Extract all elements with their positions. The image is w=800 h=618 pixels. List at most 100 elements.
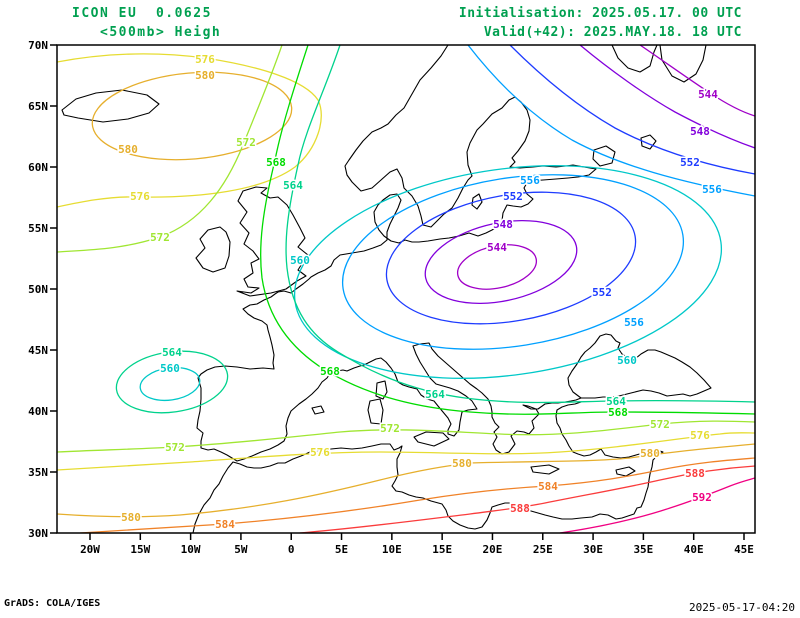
contour-value-label: 556 <box>520 174 540 187</box>
contour-lines <box>57 45 755 533</box>
lon-tick-label: 45E <box>734 543 754 556</box>
contour-580-south <box>57 443 755 518</box>
contour-560-west-low <box>139 366 201 402</box>
contour-value-label: 544 <box>487 241 507 254</box>
contour-value-label: 580 <box>121 511 141 524</box>
contour-value-label: 552 <box>680 156 700 169</box>
contour-value-label: 572 <box>165 441 185 454</box>
contour-value-label: 548 <box>493 218 513 231</box>
lat-tick-label: 35N <box>28 466 48 479</box>
lat-tick-label: 50N <box>28 283 48 296</box>
contour-value-label: 564 <box>283 179 303 192</box>
field-title: <500mb> Heigh <box>100 25 222 40</box>
coastline-ireland <box>195 226 231 273</box>
contour-value-label: 576 <box>130 190 150 203</box>
contour-value-label: 580 <box>195 69 215 82</box>
lat-tick-label: 30N <box>28 527 48 540</box>
coastline-cyprus <box>615 466 636 477</box>
contour-580-high <box>91 71 293 161</box>
coastline-white-sea-west <box>611 45 658 73</box>
contour-552-northeast <box>509 45 755 175</box>
contour-value-label: 564 <box>606 395 626 408</box>
lon-tick-label: 10E <box>382 543 402 556</box>
coastline-gotland <box>471 193 483 210</box>
lat-tick-label: 40N <box>28 405 48 418</box>
map-frame <box>56 44 756 534</box>
lon-tick-label: 30E <box>583 543 603 556</box>
contour-568-arc <box>260 45 755 415</box>
lon-axis: 20W 15W 10W 5W 0 5E 10E 15E 20E 25E 30E 35E 40E 45E <box>80 533 754 556</box>
contour-556-northeast <box>467 45 755 197</box>
contour-544-northeast <box>639 45 755 117</box>
contour-value-label: 584 <box>538 480 558 493</box>
contour-value-label: 548 <box>690 125 710 138</box>
coastline-sicily <box>413 431 450 447</box>
contour-value-label: 568 <box>266 156 286 169</box>
lat-tick-label: 65N <box>28 100 48 113</box>
lat-axis: 70N 65N 60N 55N 50N 45N 40N 35N 30N <box>28 39 57 540</box>
contour-588-south <box>299 465 755 533</box>
contour-548-northeast <box>579 45 755 149</box>
lat-tick-label: 55N <box>28 222 48 235</box>
coastline-africa-levant <box>192 401 664 533</box>
coastline-iceland <box>61 89 160 123</box>
init-time-label: Initialisation: 2025.05.17. 00 UTC <box>458 6 742 21</box>
contour-value-label: 560 <box>290 254 310 267</box>
contour-value-label: 576 <box>690 429 710 442</box>
contour-value-label: 572 <box>380 422 400 435</box>
coastline-sardinia <box>367 398 384 425</box>
contour-564-arc <box>285 45 755 404</box>
contour-564-west-low <box>115 350 229 414</box>
contour-labels: 544 548 552 556 552 556 560 560 544 548 552 556 576 5… <box>117 52 724 533</box>
lat-tick-label: 60N <box>28 161 48 174</box>
contour-value-label: 564 <box>162 346 182 359</box>
contour-value-label: 564 <box>425 388 445 401</box>
valid-time-label: Valid(+42): 2025.MAY.18. 18 UTC <box>483 25 742 40</box>
grads-credit: GrADS: COLA/IGES <box>4 598 101 609</box>
contour-value-label: 580 <box>640 447 660 460</box>
contour-value-label: 576 <box>310 446 330 459</box>
lon-tick-label: 20E <box>483 543 503 556</box>
coastline-mallorca <box>311 405 325 415</box>
contour-544-low <box>456 244 538 290</box>
contour-value-label: 580 <box>118 143 138 156</box>
contour-value-label: 556 <box>624 316 644 329</box>
contour-value-label: 588 <box>685 467 705 480</box>
contour-value-label: 580 <box>452 457 472 470</box>
contour-560-low <box>293 165 723 379</box>
contour-value-label: 552 <box>592 286 612 299</box>
contour-584-south <box>79 457 755 533</box>
coastline-crete <box>530 464 560 475</box>
contour-576-south <box>57 432 755 471</box>
lon-tick-label: 25E <box>533 543 553 556</box>
contour-value-label: 572 <box>236 136 256 149</box>
lon-tick-label: 40E <box>684 543 704 556</box>
contour-value-label: 576 <box>195 53 215 66</box>
lon-tick-label: 20W <box>80 543 100 556</box>
contour-value-label: 584 <box>215 518 235 531</box>
lon-tick-label: 35E <box>633 543 653 556</box>
contour-value-label: 556 <box>702 183 722 196</box>
contour-value-label: 560 <box>160 362 180 375</box>
coastline-black-sea <box>567 333 712 399</box>
lat-tick-label: 45N <box>28 344 48 357</box>
model-title: ICON EU 0.0625 <box>72 6 212 21</box>
lat-tick-label: 70N <box>28 39 48 52</box>
contour-value-label: 568 <box>608 406 628 419</box>
contour-value-label: 572 <box>150 231 170 244</box>
contour-value-label: 588 <box>510 502 530 515</box>
lon-tick-label: 15W <box>130 543 150 556</box>
contour-572-west <box>57 45 283 253</box>
contour-556-low <box>341 174 685 350</box>
contour-576-high <box>57 53 322 208</box>
contour-value-label: 544 <box>698 88 718 101</box>
contour-value-label: 572 <box>650 418 670 431</box>
contour-572-south <box>57 420 755 453</box>
contour-value-label: 568 <box>320 365 340 378</box>
lon-tick-label: 0 <box>288 543 295 556</box>
lon-tick-label: 15E <box>432 543 452 556</box>
contour-548-low <box>424 219 578 305</box>
lon-tick-label: 5E <box>335 543 348 556</box>
